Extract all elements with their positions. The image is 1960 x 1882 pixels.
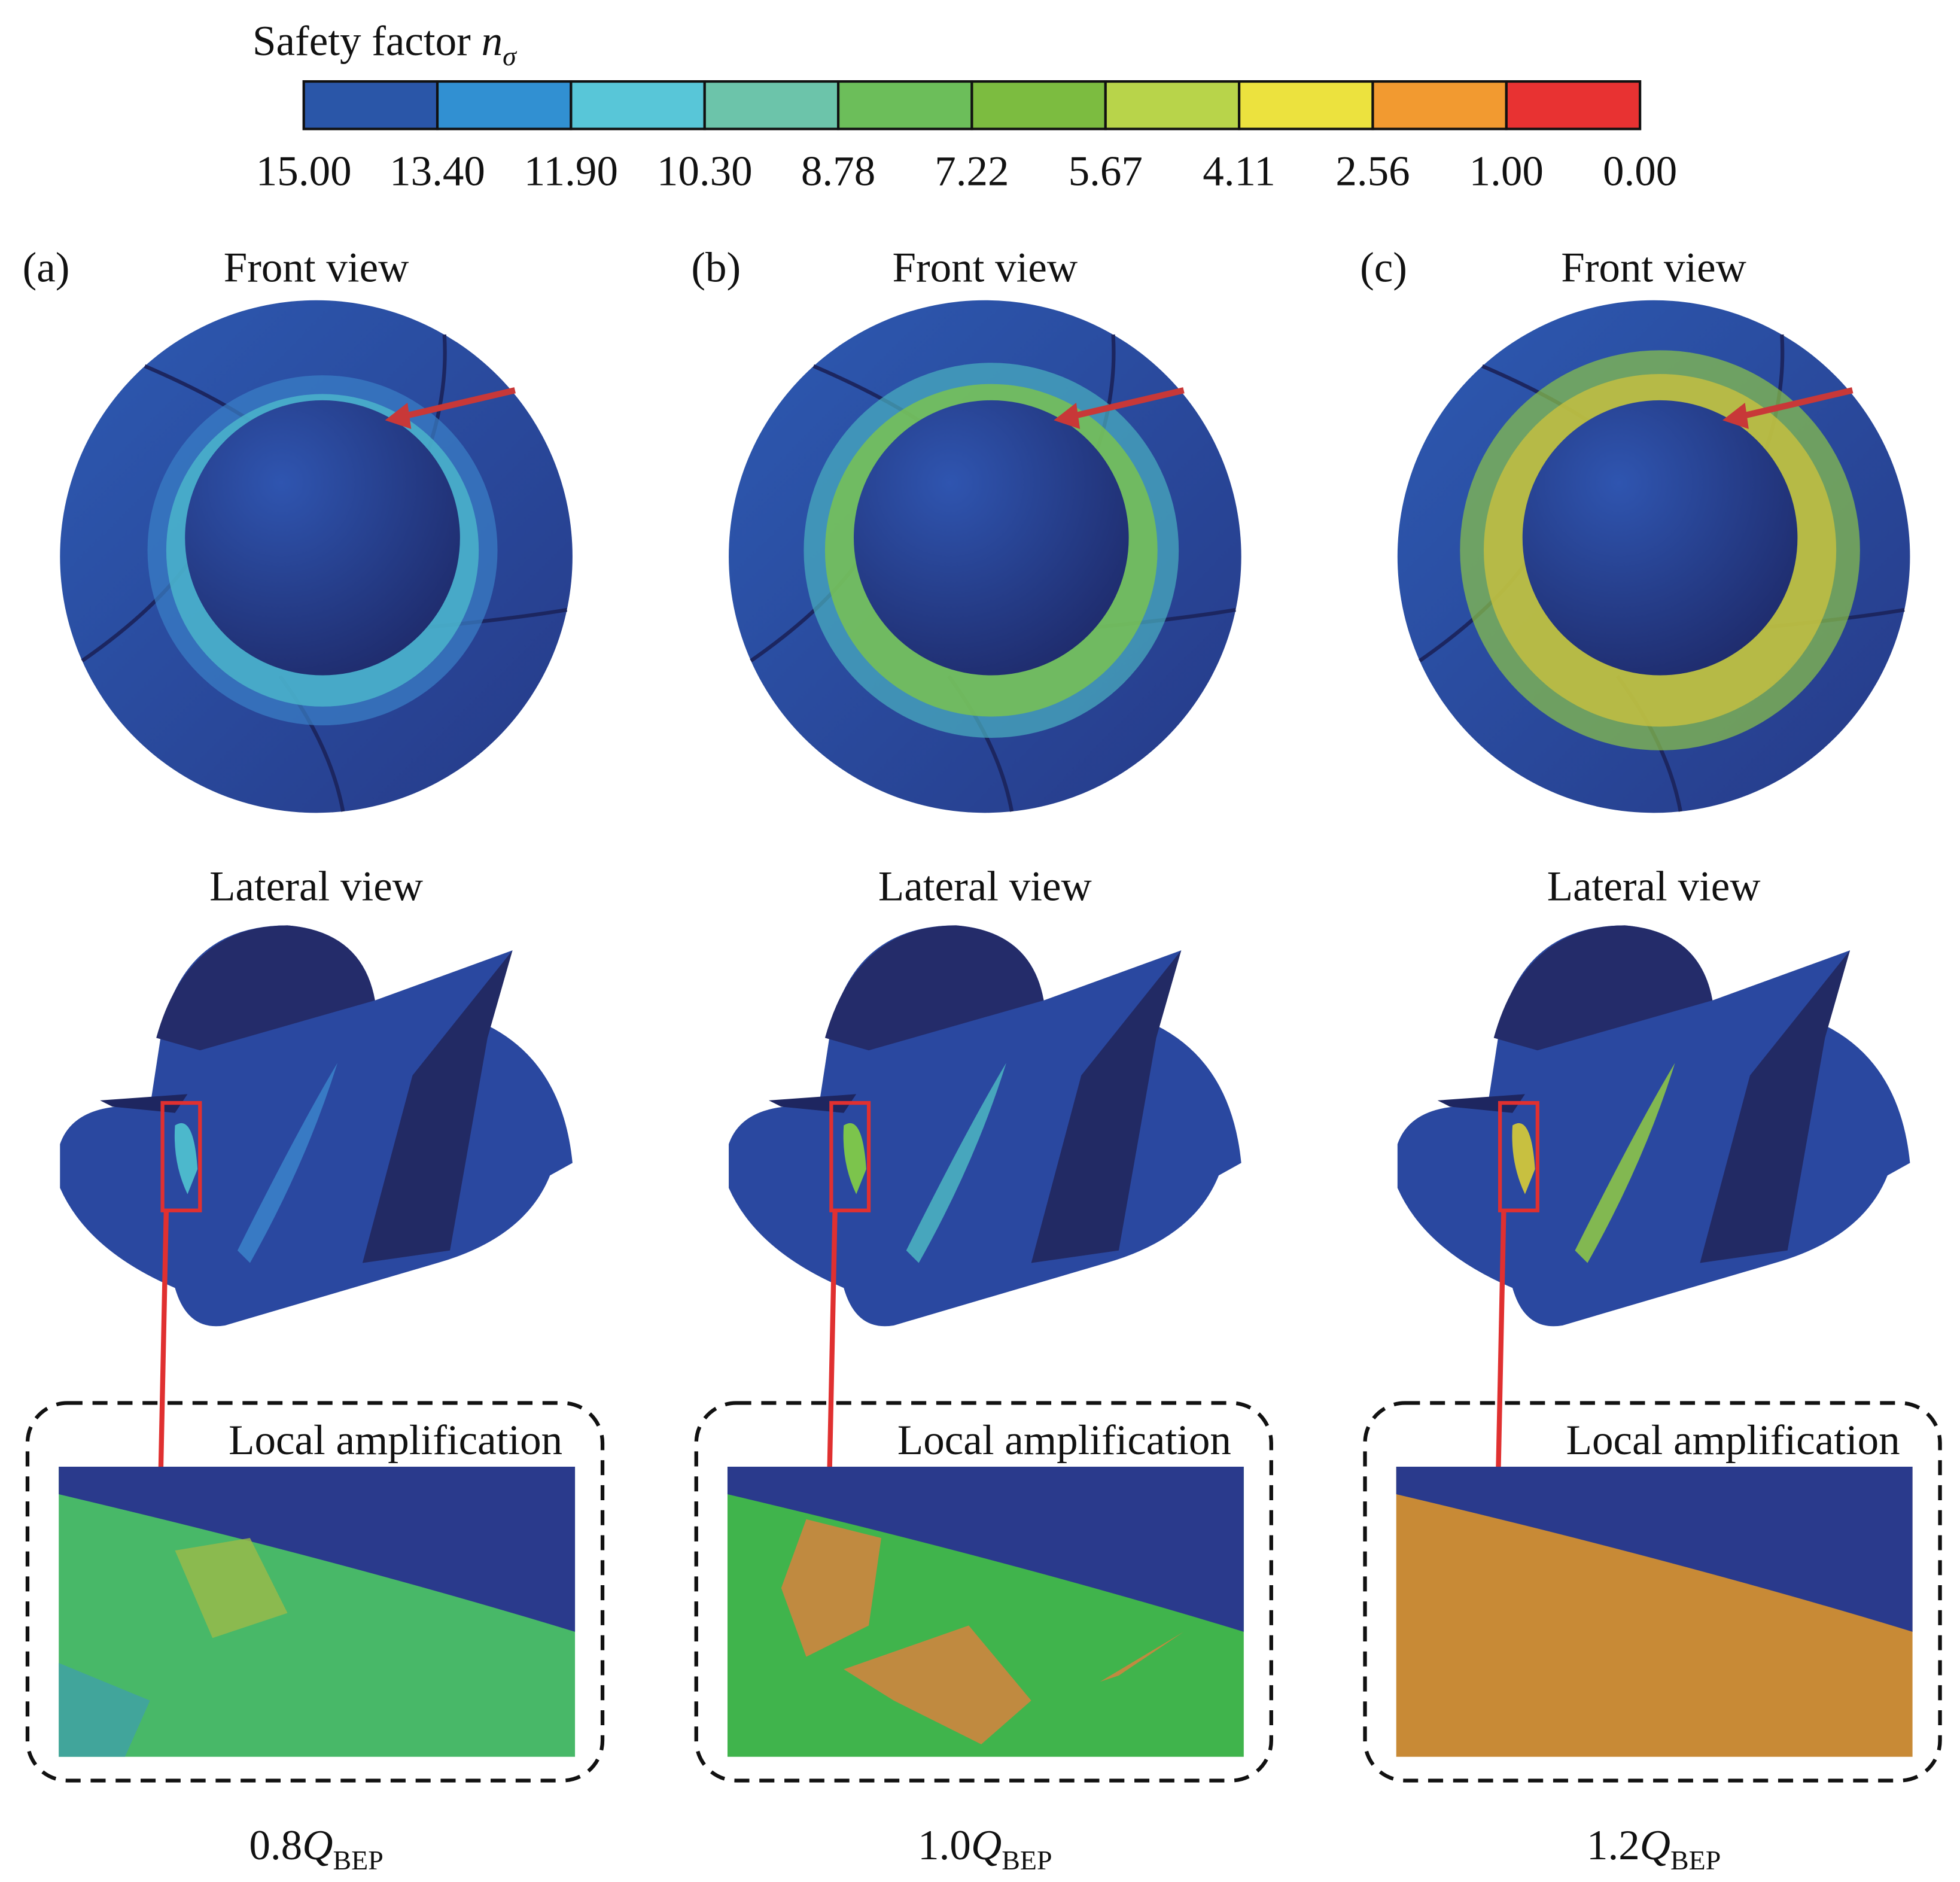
zoom-patch: [175, 1538, 288, 1638]
colorbar-label: 4.11: [1203, 148, 1276, 195]
colorbar-label: 1.00: [1469, 148, 1544, 195]
colorbar-segment: [1104, 80, 1241, 130]
colorbar-segment: [1505, 80, 1642, 130]
arrow-head: [1054, 403, 1081, 429]
case-subscript: BEP: [1670, 1845, 1721, 1875]
colorbar-label: 7.22: [935, 148, 1009, 195]
highlight-box: [160, 1100, 202, 1212]
colorbar-segment: [436, 80, 573, 130]
zoom-region: [59, 1467, 576, 1632]
case-symbol: Q: [1640, 1822, 1670, 1869]
view-label: Lateral view: [1547, 864, 1761, 910]
stress-zone: [843, 1123, 866, 1194]
zoom-label: Local amplification: [229, 1417, 562, 1464]
arrow: [1070, 387, 1185, 420]
arrow: [826, 1210, 838, 1511]
panel: (a) Front view Lateral view Local amplifica…: [23, 244, 605, 1875]
panel: (c) Front view Lateral view Local amplifica…: [1360, 244, 1942, 1875]
zoom-label: Local amplification: [897, 1417, 1231, 1464]
case-label: 1.2QBEP: [1587, 1822, 1721, 1875]
colorbar-segment: [1238, 80, 1374, 130]
colorbar-label: 11.90: [524, 148, 618, 195]
colorbar-segment: [970, 80, 1107, 130]
blade-dark: [1437, 1094, 1525, 1113]
case-symbol: Q: [971, 1822, 1002, 1869]
arrow: [401, 387, 516, 420]
hub: [1522, 400, 1798, 676]
colorbar-label: 8.78: [801, 148, 875, 195]
zoom-frame: [694, 1401, 1273, 1783]
arrow: [1739, 387, 1854, 420]
zoom-patch: [781, 1519, 881, 1657]
highlight-box: [1498, 1100, 1539, 1212]
case-subscript: BEP: [333, 1845, 383, 1875]
case-label: 1.0QBEP: [918, 1822, 1052, 1875]
case-prefix: 1.2: [1587, 1822, 1640, 1869]
colorbar-label: 2.56: [1335, 148, 1410, 195]
colorbar-label: 5.67: [1069, 148, 1143, 195]
hub-dark: [156, 925, 375, 1051]
view-label: Front view: [893, 244, 1078, 291]
case-symbol: Q: [302, 1822, 333, 1869]
colorbar-segment: [836, 80, 973, 130]
zoom-region: [727, 1467, 1244, 1632]
view-label: Front view: [224, 244, 409, 291]
panel: (b) Front view Lateral view Local amplifica…: [691, 244, 1273, 1875]
blade-dark: [100, 1094, 188, 1113]
stress-zone: [1512, 1123, 1535, 1194]
blade-dark: [1031, 950, 1182, 1263]
stress-zone: [906, 1063, 1006, 1263]
highlight-box: [829, 1100, 871, 1212]
colorbar-segment: [703, 80, 840, 130]
colorbar-label: 0.00: [1603, 148, 1677, 195]
arrow: [1495, 1210, 1506, 1511]
stress-zone: [174, 1123, 198, 1194]
zoom-frame: [25, 1401, 605, 1783]
hub: [853, 400, 1129, 676]
zoom-frame: [1363, 1401, 1942, 1783]
hub-dark: [824, 925, 1044, 1051]
case-label: 0.8QBEP: [249, 1822, 383, 1875]
zoom-patch: [844, 1625, 1031, 1744]
panel-label: (a): [23, 244, 70, 291]
arrow: [157, 1210, 169, 1511]
colorbar-label: 10.30: [657, 148, 753, 195]
colorbar-label: 15.00: [256, 148, 352, 195]
panel-label: (c): [1360, 244, 1407, 291]
colorbar-label: 13.40: [389, 148, 485, 195]
hub-dark: [1493, 925, 1713, 1051]
hub: [185, 400, 460, 676]
case-prefix: 0.8: [249, 1822, 302, 1869]
colorbar-segment: [570, 80, 706, 130]
case-prefix: 1.0: [918, 1822, 971, 1869]
zoom-region: [1396, 1467, 1913, 1632]
panel-label: (b): [691, 244, 741, 291]
zoom-patch: [59, 1663, 150, 1757]
stress-zone: [1575, 1063, 1675, 1263]
blade-dark: [1700, 950, 1851, 1263]
stress-zone: [237, 1063, 338, 1263]
colorbar-segment: [1371, 80, 1508, 130]
blade-dark: [768, 1094, 857, 1113]
blade-dark: [362, 950, 513, 1263]
view-label: Lateral view: [878, 864, 1092, 910]
colorbar-segment: [302, 80, 439, 130]
zoom-label: Local amplification: [1566, 1417, 1900, 1464]
view-label: Lateral view: [209, 864, 423, 910]
arrow-head: [385, 403, 412, 429]
view-label: Front view: [1561, 244, 1746, 291]
colorbar-title: Safety factor nσ: [252, 18, 518, 71]
case-subscript: BEP: [1002, 1845, 1052, 1875]
arrow-head: [1722, 403, 1749, 429]
